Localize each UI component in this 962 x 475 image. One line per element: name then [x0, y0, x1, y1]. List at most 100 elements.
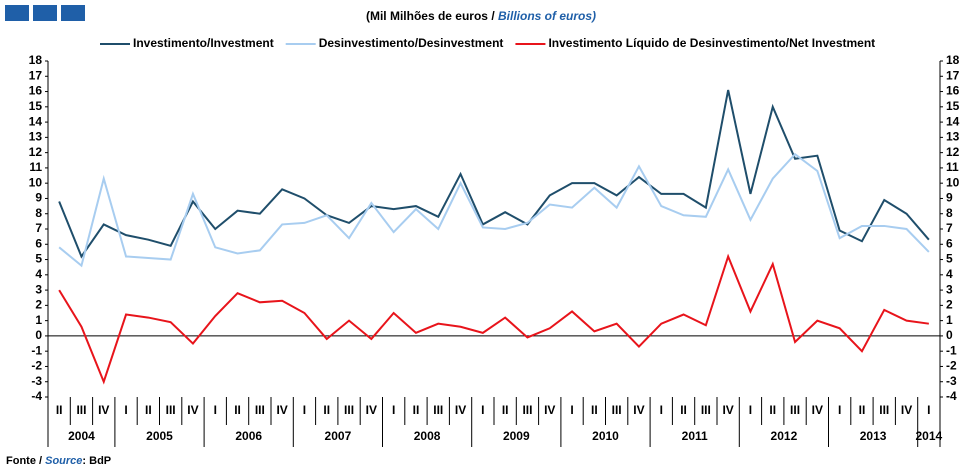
y2-tick-label: 2 [946, 298, 953, 312]
x-tick-label: I [481, 403, 484, 417]
chart-title: (Mil Milhões de euros / Billions of euro… [366, 9, 596, 23]
y2-tick-label: -4 [946, 389, 957, 403]
y-tick-label: 3 [35, 282, 42, 296]
legend-label: Desinvestimento/Desinvestment [319, 36, 504, 50]
x-tick-label: III [522, 403, 532, 417]
x-tick-label: II [769, 403, 776, 417]
y-tick-label: 2 [35, 298, 42, 312]
x-tick-label: II [234, 403, 241, 417]
x-tick-label: IV [455, 403, 466, 417]
y2-tick-label: 13 [946, 130, 960, 144]
y-tick-label: 16 [29, 84, 43, 98]
x-tick-label: II [56, 403, 63, 417]
y2-tick-label: 8 [946, 206, 953, 220]
x-tick-label: II [323, 403, 330, 417]
year-label: 2009 [503, 429, 530, 443]
y-tick-label: 17 [29, 68, 43, 82]
y-tick-label: 5 [35, 252, 42, 266]
y2-tick-label: 18 [946, 53, 960, 67]
y2-tick-label: 7 [946, 221, 953, 235]
x-tick-label: I [392, 403, 395, 417]
x-tick-label: IV [366, 403, 377, 417]
x-tick-label: IV [812, 403, 823, 417]
year-label: 2005 [146, 429, 173, 443]
x-tick-label: IV [187, 403, 198, 417]
x-tick-label: I [570, 403, 573, 417]
y-tick-label: -3 [31, 374, 42, 388]
y-tick-label: 7 [35, 221, 42, 235]
y-tick-label: -2 [31, 359, 42, 373]
year-label: 2006 [235, 429, 262, 443]
x-tick-label: III [344, 403, 354, 417]
y2-tick-label: 12 [946, 145, 960, 159]
x-tick-label: IV [901, 403, 912, 417]
y2-tick-label: -3 [946, 374, 957, 388]
y2-tick-label: 1 [946, 313, 953, 327]
series-line [58, 152, 930, 268]
y-tick-label: 1 [35, 313, 42, 327]
y2-tick-label: -2 [946, 359, 957, 373]
y2-tick-label: 15 [946, 99, 960, 113]
x-tick-label: I [838, 403, 841, 417]
y-tick-label: 8 [35, 206, 42, 220]
x-tick-label: III [76, 403, 86, 417]
x-tick-label: I [660, 403, 663, 417]
y2-tick-label: 5 [946, 252, 953, 266]
year-label: 2010 [592, 429, 619, 443]
x-tick-label: IV [544, 403, 555, 417]
y2-tick-label: 17 [946, 68, 960, 82]
logo [5, 5, 85, 21]
source: Fonte / Source: BdP [6, 455, 111, 467]
y2-tick-label: 16 [946, 84, 960, 98]
y2-tick-label: 4 [946, 267, 953, 281]
x-tick-label: IV [722, 403, 733, 417]
y-tick-label: 4 [35, 267, 42, 281]
year-label: 2008 [414, 429, 441, 443]
y-tick-label: 13 [29, 130, 43, 144]
x-tick-label: II [680, 403, 687, 417]
year-label: 2007 [325, 429, 352, 443]
x-tick-label: I [303, 403, 306, 417]
x-tick-label: III [790, 403, 800, 417]
x-tick-label: I [214, 403, 217, 417]
y-tick-label: 11 [29, 160, 42, 174]
y2-tick-label: 9 [946, 191, 953, 205]
x-tick-label: III [879, 403, 889, 417]
y-tick-label: 18 [29, 53, 43, 67]
y-tick-label: -4 [31, 389, 42, 403]
series-line [58, 89, 930, 259]
x-tick-label: I [927, 403, 930, 417]
y-tick-label: 15 [29, 99, 43, 113]
year-label: 2012 [771, 429, 798, 443]
x-tick-label: II [591, 403, 598, 417]
x-tick-label: III [433, 403, 443, 417]
y-tick-label: 6 [35, 236, 42, 250]
x-tick-label: II [859, 403, 866, 417]
y-tick-label: 14 [29, 114, 43, 128]
series-line [58, 253, 929, 385]
x-tick-label: II [145, 403, 152, 417]
y2-tick-label: 10 [946, 175, 960, 189]
y2-tick-label: 0 [946, 328, 953, 342]
year-label: 2004 [68, 429, 95, 443]
year-label: 2013 [860, 429, 887, 443]
x-tick-label: I [749, 403, 752, 417]
y-tick-label: 9 [35, 191, 42, 205]
year-label: 2011 [682, 429, 708, 443]
y2-tick-label: 11 [946, 160, 959, 174]
x-tick-label: III [255, 403, 265, 417]
y-tick-label: 0 [35, 328, 42, 342]
year-label: 2014 [915, 429, 942, 443]
x-tick-label: IV [276, 403, 287, 417]
y-tick-label: 12 [29, 145, 43, 159]
y2-tick-label: 14 [946, 114, 960, 128]
legend-label: Investimento Líquido de Desinvestimento/… [548, 36, 875, 50]
y-tick-label: 10 [29, 175, 43, 189]
legend-label: Investimento/Investment [133, 36, 274, 50]
x-tick-label: I [124, 403, 127, 417]
y-tick-label: -1 [31, 343, 42, 357]
x-tick-label: IV [633, 403, 644, 417]
x-tick-label: IV [98, 403, 109, 417]
x-tick-label: II [413, 403, 420, 417]
